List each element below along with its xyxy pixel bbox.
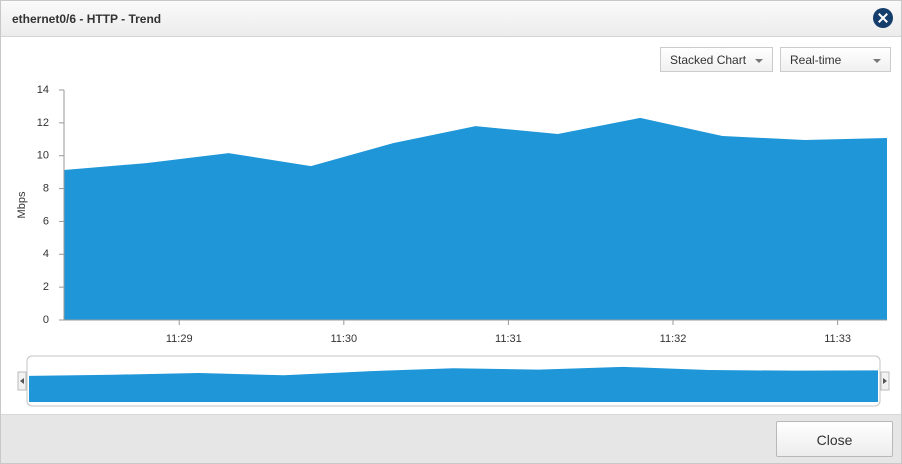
chart-mode-dropdown[interactable]: Stacked Chart — [660, 47, 773, 72]
area — [64, 117, 887, 320]
arrow-icon — [20, 378, 24, 384]
close-icon[interactable] — [873, 8, 893, 28]
y-tick-label: 6 — [43, 215, 49, 227]
y-tick-label: 10 — [37, 150, 49, 162]
y-tick-label: 0 — [43, 314, 49, 326]
close-button[interactable]: Close — [776, 421, 893, 457]
y-axis-label: Mbps — [16, 191, 28, 218]
y-tick-label: 4 — [43, 248, 49, 260]
x-tick-label: 11:29 — [166, 333, 193, 345]
navigator-area — [29, 366, 878, 402]
x-tick-label: 11:33 — [824, 333, 851, 345]
dialog-header: ethernet0/6 - HTTP - Trend — [1, 1, 901, 37]
chart: Mbps 0 2 4 6 8 10 12 14 11:29 11:30 11:31 11:32 11:3… — [16, 84, 890, 407]
x-tick-label: 11:30 — [330, 333, 357, 345]
arrow-icon — [883, 378, 887, 384]
dialog-footer: Close — [1, 414, 901, 463]
dialog-title: ethernet0/6 - HTTP - Trend — [12, 12, 162, 26]
y-tick-label: 8 — [43, 182, 49, 194]
x-tick-label: 11:32 — [660, 333, 687, 345]
y-tick-label: 14 — [37, 84, 49, 96]
time-range-dropdown[interactable]: Real-time — [780, 47, 891, 72]
y-tick-label: 2 — [43, 281, 49, 293]
x-tick-label: 11:31 — [495, 333, 522, 345]
y-tick-label: 12 — [37, 117, 49, 129]
